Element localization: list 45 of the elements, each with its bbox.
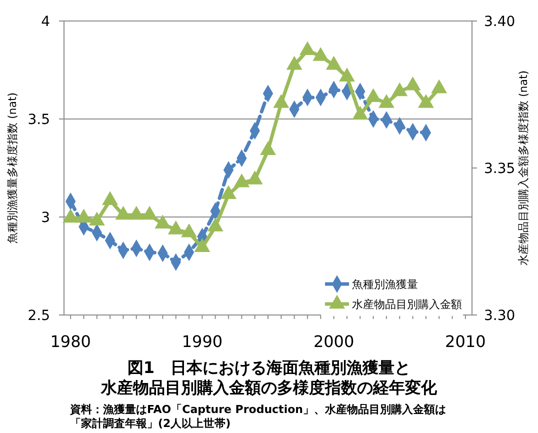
y2-tick-label: 3.40 (484, 14, 516, 30)
y-tick-label: 4 (41, 14, 50, 30)
y-tick-label: 3.5 (28, 112, 50, 128)
y-tick-label: 2.5 (28, 308, 50, 324)
text: 資料：漁獲量はFAO「Capture Production」、水産物品目別購入金額は「家計調査年報」(2人以上世帯) (69, 403, 446, 430)
x-tick-label: 1990 (182, 332, 223, 351)
point (142, 206, 158, 220)
legend-label: 水産物品目別購入金額 (352, 298, 462, 311)
x-tick-label: 1980 (50, 332, 91, 351)
point (62, 208, 79, 223)
y2-tick-label: 3.30 (484, 308, 516, 324)
point (102, 191, 118, 205)
y-axis-title: 魚種別漁獲量多様度指数 (nat) (6, 92, 19, 244)
y2-axis-title: 水産物品目別購入金額多様度指数 (nat) (517, 70, 530, 266)
point (181, 223, 197, 238)
point (115, 206, 132, 220)
point (392, 82, 408, 96)
point (246, 170, 263, 184)
point (312, 47, 329, 61)
point (260, 141, 276, 155)
x-tick-label: 2010 (445, 332, 486, 351)
point (234, 174, 250, 188)
y-tick-label: 3 (41, 210, 50, 226)
x-tick-label: 2000 (313, 332, 354, 351)
point (220, 185, 236, 200)
point (418, 94, 434, 108)
point (88, 212, 105, 226)
point (76, 208, 92, 223)
point (128, 206, 144, 220)
legend-label: 魚種別漁獲量 (352, 278, 418, 291)
text: 図1 日本における海面魚種別漁獲量と水産物品目別購入金額の多様度指数の経年変化 (100, 358, 438, 397)
point (286, 56, 302, 70)
point (404, 76, 421, 90)
point (300, 41, 316, 55)
point (339, 68, 355, 82)
point (326, 56, 342, 70)
point (431, 79, 448, 94)
point (352, 106, 368, 120)
point (207, 218, 224, 232)
point (194, 238, 210, 252)
y2-tick-label: 3.35 (484, 161, 516, 177)
point (273, 94, 290, 108)
point (365, 88, 382, 102)
point (168, 220, 184, 234)
point (378, 94, 394, 108)
